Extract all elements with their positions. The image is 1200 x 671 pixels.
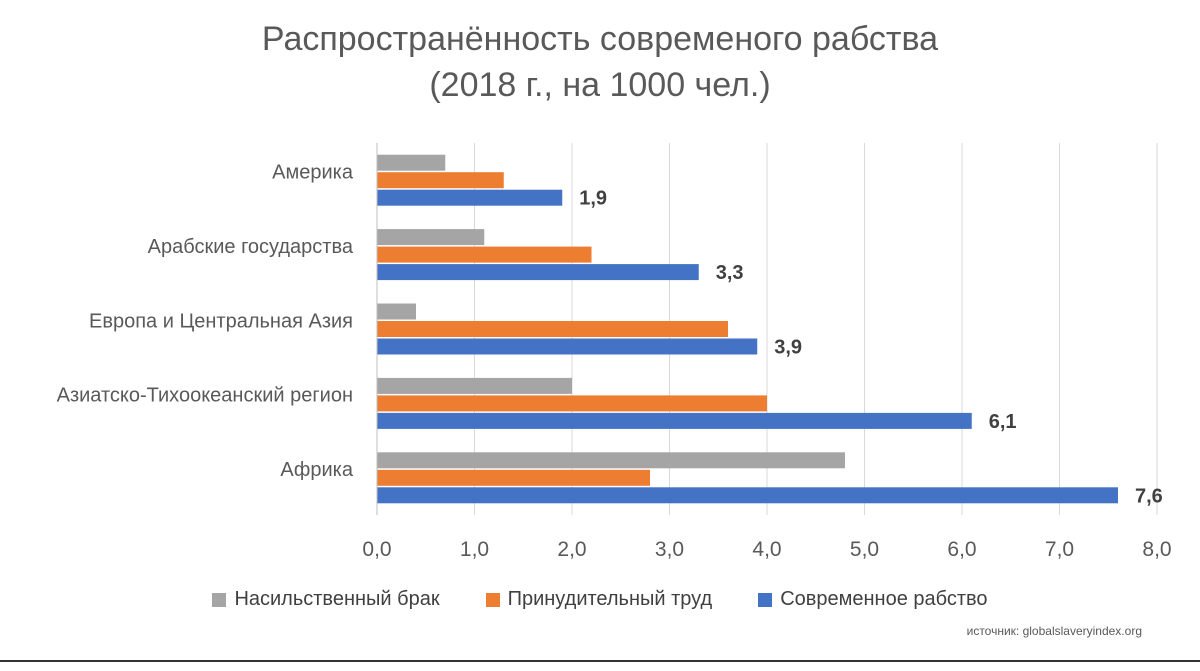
x-tick-label: 0,0: [362, 538, 391, 561]
bar-forced-marriage: [377, 303, 416, 320]
source-note: источник: globalslaveryindex.org: [966, 624, 1142, 638]
category-label: Америка: [272, 161, 354, 183]
bar-modern-slavery: [377, 189, 563, 206]
category-label: Африка: [280, 459, 354, 481]
data-label: 6,1: [989, 411, 1017, 433]
legend-swatch: [758, 592, 773, 607]
bar-forced-labour: [377, 172, 504, 189]
chart-legend: Насильственный брак Принудительный труд …: [0, 588, 1200, 611]
chart-title: Распространённость современого рабства: [261, 20, 939, 58]
x-tick-label: 2,0: [557, 538, 586, 561]
bar-forced-marriage: [377, 154, 446, 171]
legend-item-forced-marriage: Насильственный брак: [212, 588, 440, 611]
x-tick-label: 5,0: [850, 538, 879, 561]
legend-label: Современное рабство: [780, 588, 988, 610]
x-tick-label: 6,0: [947, 538, 976, 561]
bar-forced-labour: [377, 246, 592, 263]
bar-modern-slavery: [377, 338, 758, 355]
category-label: Арабские государства: [148, 236, 354, 258]
bar-forced-marriage: [377, 229, 485, 246]
category-label: Азиатско-Тихоокеанский регион: [57, 385, 353, 407]
legend-swatch: [212, 592, 227, 607]
legend-label: Принудительный труд: [507, 588, 713, 610]
x-tick-label: 8,0: [1142, 538, 1171, 561]
x-tick-label: 7,0: [1045, 538, 1074, 561]
bar-forced-labour: [377, 395, 767, 412]
x-tick-label: 4,0: [752, 538, 781, 561]
data-label: 7,6: [1135, 485, 1163, 507]
bar-forced-labour: [377, 321, 728, 337]
data-label: 1,9: [579, 188, 607, 210]
legend-item-modern-slavery: Современное рабство: [758, 588, 988, 611]
chart-subtitle: (2018 г., на 1000 чел.): [429, 66, 771, 104]
bar-forced-labour: [377, 469, 650, 486]
legend-item-forced-labour: Принудительный труд: [485, 588, 713, 611]
legend-swatch: [485, 592, 500, 607]
legend-label: Насильственный брак: [234, 588, 440, 610]
data-label: 3,3: [716, 262, 744, 284]
bar-modern-slavery: [377, 412, 972, 429]
category-label: Европа и Центральная Азия: [89, 310, 353, 332]
bottom-divider: [0, 660, 1200, 662]
bar-forced-marriage: [377, 377, 572, 394]
x-tick-label: 1,0: [460, 538, 489, 561]
data-label: 3,9: [774, 337, 802, 359]
x-tick-label: 3,0: [655, 538, 684, 561]
bar-forced-marriage: [377, 452, 845, 469]
bar-modern-slavery: [377, 264, 699, 281]
bar-modern-slavery: [377, 487, 1118, 504]
